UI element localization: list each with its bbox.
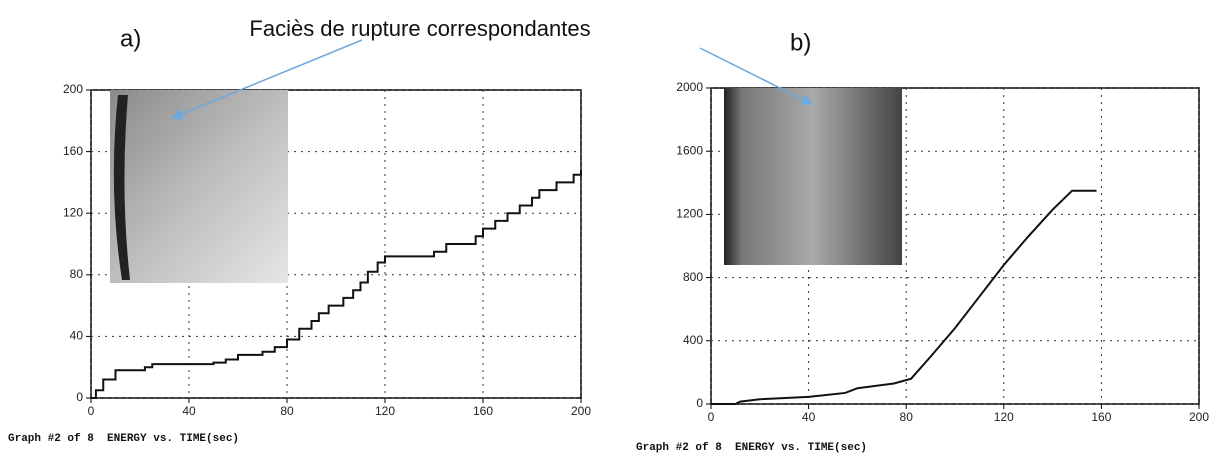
arrow bbox=[699, 47, 814, 105]
y-tick-label: 1200 bbox=[676, 207, 703, 221]
x-tick-label: 200 bbox=[1189, 410, 1209, 424]
x-tick-label: 120 bbox=[994, 410, 1014, 424]
x-tick-label: 160 bbox=[473, 404, 493, 418]
x-tick-label: 40 bbox=[802, 410, 816, 424]
x-tick-label: 0 bbox=[88, 404, 95, 418]
x-tick-label: 0 bbox=[708, 410, 715, 424]
data-line bbox=[91, 170, 582, 399]
panel-label: b) bbox=[790, 29, 811, 56]
y-tick-label: 2000 bbox=[676, 80, 703, 94]
y-tick-label: 400 bbox=[683, 333, 703, 347]
axis-caption: Graph #2 of 8 ENERGY vs. TIME(sec) bbox=[636, 442, 867, 454]
x-tick-label: 40 bbox=[182, 404, 196, 418]
x-tick-label: 200 bbox=[571, 404, 591, 418]
y-tick-label: 0 bbox=[76, 390, 83, 404]
y-tick-label: 40 bbox=[70, 329, 84, 343]
arrow bbox=[170, 39, 363, 120]
x-tick-label: 80 bbox=[900, 410, 914, 424]
y-tick-label: 800 bbox=[683, 270, 703, 284]
plot-frame bbox=[710, 87, 1200, 405]
data-line bbox=[711, 189, 1097, 405]
panel-label: a) bbox=[120, 25, 141, 52]
fracture-photo bbox=[724, 88, 902, 265]
y-tick-label: 120 bbox=[63, 205, 83, 219]
chart-b: 0 40 80 120 160 2000400800120016002000b)Graph… bbox=[636, 29, 1209, 454]
photo-detail bbox=[113, 95, 130, 280]
x-tick-label: 80 bbox=[280, 404, 294, 418]
y-tick-label: 200 bbox=[63, 82, 83, 96]
y-tick-label: 1600 bbox=[676, 143, 703, 157]
x-tick-label: 160 bbox=[1091, 410, 1111, 424]
chart-a: 0 40 80 120 160 200 0 40 80 120 160 200 a) Graph #2 o… bbox=[8, 25, 591, 445]
fracture-photo bbox=[110, 90, 288, 283]
x-tick-label: 120 bbox=[375, 404, 395, 418]
axis-caption: Graph #2 of 8 ENERGY vs. TIME(sec) bbox=[8, 433, 239, 445]
annotation: Faciès de rupture correspondantes bbox=[249, 16, 590, 41]
y-tick-label: 0 bbox=[696, 396, 703, 410]
y-tick-label: 80 bbox=[70, 267, 84, 281]
y-tick-label: 160 bbox=[63, 144, 83, 158]
